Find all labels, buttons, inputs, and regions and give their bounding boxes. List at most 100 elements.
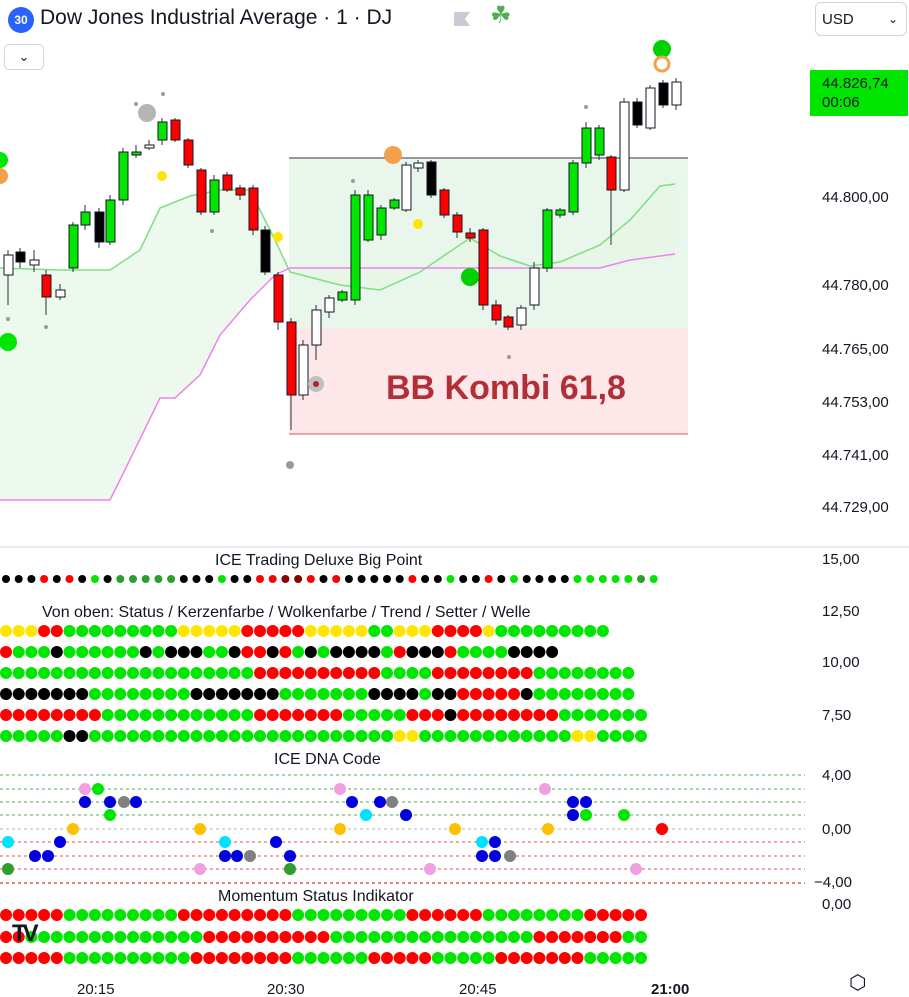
osc-label: 0,00 bbox=[822, 821, 851, 838]
status-dot bbox=[12, 709, 25, 721]
status-dot bbox=[215, 952, 228, 964]
status-dot bbox=[584, 667, 597, 679]
candle-body bbox=[94, 211, 105, 243]
status-dot bbox=[254, 730, 266, 742]
status-dot bbox=[203, 709, 216, 721]
status-dot bbox=[406, 688, 419, 700]
dna-pane-title: ICE DNA Code bbox=[274, 751, 381, 768]
status-dot bbox=[50, 909, 63, 921]
status-dot bbox=[215, 931, 228, 943]
status-dot bbox=[279, 709, 292, 721]
status-dot bbox=[508, 730, 520, 742]
symbol-badge[interactable]: 30 bbox=[8, 7, 34, 33]
status-dot bbox=[546, 952, 559, 964]
status-dot bbox=[330, 709, 343, 721]
candle-body bbox=[183, 139, 194, 166]
status-dot bbox=[25, 646, 38, 658]
status-dot bbox=[190, 625, 203, 637]
status-dot bbox=[165, 952, 178, 964]
candle-body bbox=[555, 209, 566, 216]
clover-icon[interactable]: ☘ bbox=[490, 2, 512, 29]
status-dot bbox=[241, 625, 254, 637]
oscillator-axis[interactable]: 15,00 12,50 10,00 7,50 4,00 0,00 −4,00 0… bbox=[814, 551, 860, 913]
status-dot bbox=[520, 730, 533, 742]
status-dot bbox=[139, 688, 152, 700]
status-dot bbox=[228, 688, 241, 700]
candle-body bbox=[439, 189, 450, 216]
tradingview-logo[interactable]: TV bbox=[12, 920, 39, 947]
status-dot bbox=[25, 730, 38, 742]
status-dot bbox=[279, 667, 292, 679]
status-dot bbox=[190, 909, 203, 921]
status-dot bbox=[101, 730, 114, 742]
status-dot bbox=[88, 688, 101, 700]
dna-dot bbox=[118, 796, 130, 808]
candle-body bbox=[273, 274, 284, 323]
status-dot bbox=[584, 909, 597, 921]
status-dot bbox=[406, 931, 419, 943]
status-dot bbox=[381, 688, 393, 700]
status-dot bbox=[317, 730, 330, 742]
status-dot bbox=[482, 931, 495, 943]
status-dot bbox=[508, 952, 520, 964]
dna-dot bbox=[618, 809, 630, 821]
dna-dot bbox=[54, 836, 66, 848]
status-dot bbox=[292, 646, 305, 658]
status-dot bbox=[571, 688, 584, 700]
symbol-title[interactable]: Dow Jones Industrial Average · 1 · DJ bbox=[40, 6, 393, 29]
status-dot bbox=[190, 952, 203, 964]
status-dot bbox=[27, 575, 36, 583]
candle-body bbox=[529, 267, 540, 306]
status-dot bbox=[25, 667, 38, 679]
dna-dot bbox=[567, 809, 579, 821]
status-dot bbox=[292, 730, 305, 742]
status-dot bbox=[482, 625, 495, 637]
price-axis[interactable]: 44.800,00 44.780,00 44.765,00 44.753,00 … bbox=[822, 189, 889, 516]
status-dot bbox=[63, 952, 76, 964]
candle-body bbox=[235, 187, 246, 196]
status-dot bbox=[139, 730, 152, 742]
signal-dot bbox=[6, 317, 10, 321]
status-dot bbox=[469, 709, 482, 721]
status-dot bbox=[241, 646, 254, 658]
status-dot bbox=[431, 709, 444, 721]
dna-dot bbox=[580, 809, 592, 821]
status-dot bbox=[381, 909, 393, 921]
flag-icon[interactable] bbox=[452, 10, 472, 30]
status-dot bbox=[215, 667, 228, 679]
dna-dot bbox=[489, 836, 501, 848]
status-dot bbox=[0, 667, 12, 679]
status-dot bbox=[177, 625, 190, 637]
status-dot bbox=[317, 646, 330, 658]
status-dot bbox=[421, 575, 430, 583]
status-dot bbox=[127, 625, 139, 637]
status-dot bbox=[419, 625, 432, 637]
status-dot bbox=[495, 625, 508, 637]
status-dot bbox=[63, 667, 76, 679]
status-dot bbox=[190, 931, 203, 943]
cloud-fill bbox=[0, 184, 675, 500]
status-dot bbox=[469, 909, 482, 921]
settings-icon[interactable]: ⬡ bbox=[849, 972, 867, 994]
time-label: 20:15 bbox=[77, 981, 115, 997]
status-dot bbox=[330, 730, 343, 742]
currency-select[interactable]: USD ⌄ bbox=[815, 2, 907, 36]
collapse-button[interactable]: ⌄ bbox=[4, 44, 44, 70]
status-dot bbox=[152, 909, 165, 921]
status-dot bbox=[558, 625, 571, 637]
status-dot bbox=[495, 646, 508, 658]
signal-dot bbox=[157, 171, 167, 181]
osc-label: 4,00 bbox=[822, 767, 851, 784]
status-dot bbox=[304, 709, 317, 721]
status-dot bbox=[0, 931, 12, 943]
status-dot bbox=[495, 667, 508, 679]
dna-dot bbox=[67, 823, 79, 835]
status-dot bbox=[469, 646, 482, 658]
status-dot bbox=[114, 931, 127, 943]
status-dot bbox=[304, 646, 317, 658]
status-dot bbox=[127, 667, 139, 679]
status-dot bbox=[546, 931, 559, 943]
time-axis[interactable]: 20:15 20:30 20:45 21:00 bbox=[77, 981, 689, 997]
status-dot bbox=[419, 952, 432, 964]
